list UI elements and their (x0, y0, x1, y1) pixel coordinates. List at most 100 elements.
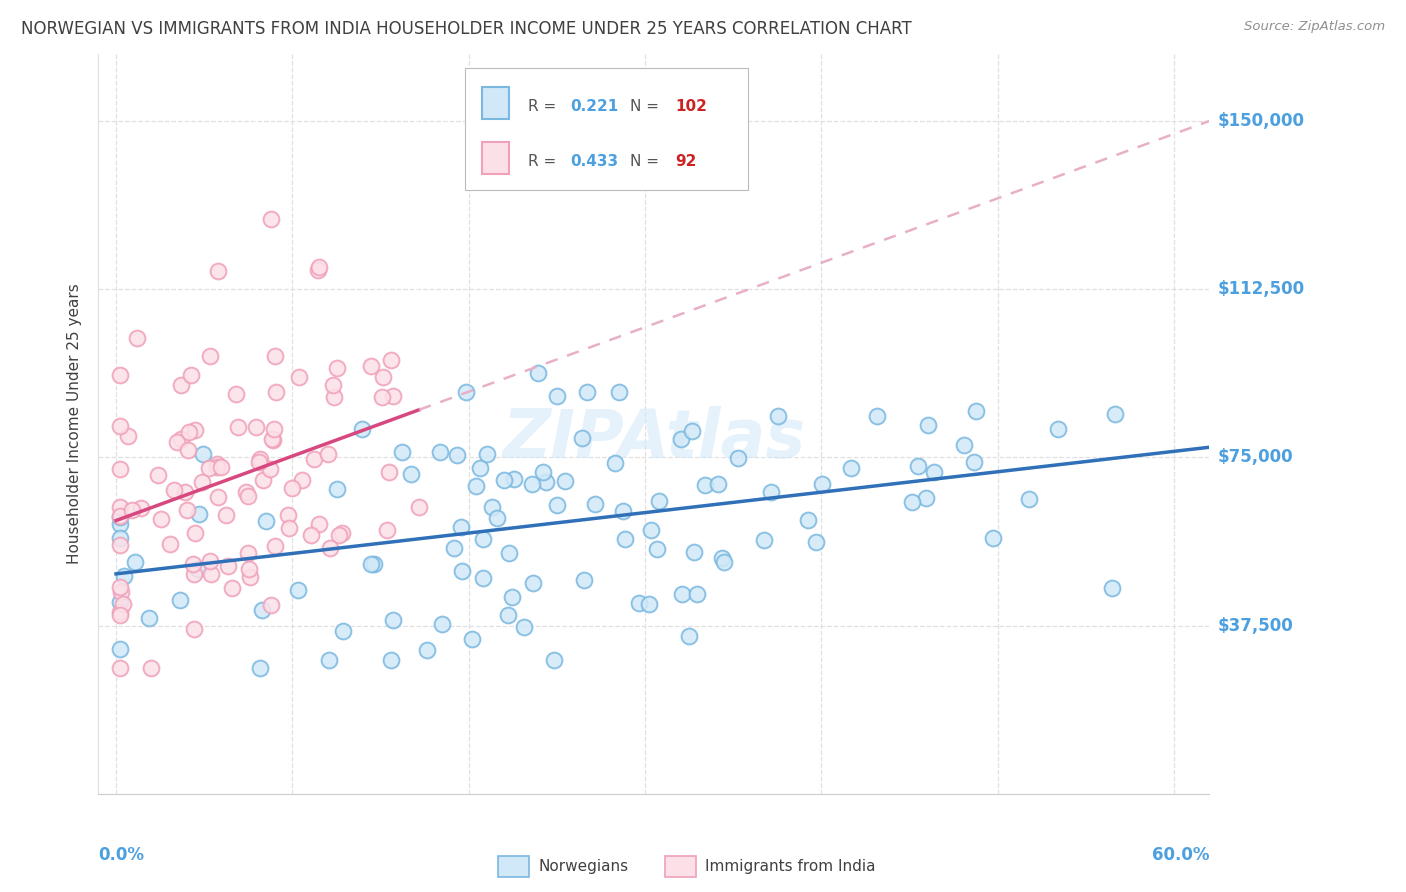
Point (183, 622, 205, 636)
Point (498, 607, 520, 622)
Text: Norwegians: Norwegians (538, 859, 628, 874)
Point (205, 460, 228, 475)
Point (108, 531, 131, 545)
Point (249, 451, 271, 466)
Point (953, 438, 976, 452)
Point (678, 629, 700, 643)
Point (613, 532, 636, 546)
Text: R =: R = (529, 99, 561, 114)
Point (108, 510, 131, 524)
Point (693, 478, 716, 492)
Point (981, 531, 1004, 545)
Point (669, 432, 692, 446)
Point (924, 466, 946, 480)
Point (531, 465, 554, 479)
Text: NORWEGIAN VS IMMIGRANTS FROM INDIA HOUSEHOLDER INCOME UNDER 25 YEARS CORRELATION: NORWEGIAN VS IMMIGRANTS FROM INDIA HOUSE… (21, 20, 912, 37)
Point (200, 349, 222, 363)
Point (263, 350, 285, 364)
Point (839, 461, 862, 475)
Point (464, 479, 486, 493)
Point (291, 473, 314, 487)
Point (112, 569, 135, 583)
Point (713, 555, 735, 569)
Point (430, 617, 453, 632)
Point (108, 462, 131, 476)
Point (207, 264, 229, 278)
Point (640, 523, 662, 537)
Point (416, 643, 439, 657)
Point (163, 483, 186, 498)
Point (572, 573, 595, 587)
Point (129, 500, 152, 515)
Point (627, 596, 650, 610)
Point (470, 460, 492, 475)
Point (108, 595, 131, 609)
Point (915, 491, 938, 506)
Point (181, 557, 204, 571)
Point (108, 580, 131, 594)
Point (108, 419, 131, 434)
Point (191, 447, 214, 461)
Point (108, 605, 131, 619)
Text: 60.0%: 60.0% (1152, 846, 1209, 863)
Point (108, 608, 131, 623)
Point (200, 567, 222, 582)
Point (682, 545, 704, 559)
Point (183, 566, 205, 581)
Point (159, 537, 181, 551)
Point (183, 525, 205, 540)
Point (391, 445, 413, 459)
Point (125, 331, 148, 345)
Point (1104, 407, 1126, 421)
Point (671, 587, 693, 601)
Point (471, 571, 494, 585)
Bar (482, 142, 509, 175)
Point (647, 542, 669, 557)
Point (108, 538, 131, 552)
Point (138, 611, 160, 625)
Point (583, 497, 606, 511)
Point (443, 541, 465, 555)
Point (250, 603, 273, 617)
Point (323, 390, 346, 404)
Point (513, 620, 536, 634)
Point (711, 550, 734, 565)
Point (363, 558, 385, 572)
Text: Immigrants from India: Immigrants from India (704, 859, 876, 874)
Point (110, 585, 132, 599)
Point (191, 475, 214, 489)
Point (381, 389, 404, 403)
Point (278, 521, 301, 535)
Point (527, 366, 550, 380)
Point (179, 425, 201, 439)
Point (141, 661, 163, 675)
Point (322, 378, 344, 392)
Point (205, 457, 228, 471)
Point (225, 387, 247, 401)
Point (681, 425, 703, 439)
Point (686, 587, 709, 601)
Point (221, 581, 243, 595)
Point (543, 653, 565, 667)
Text: 0.433: 0.433 (571, 154, 619, 169)
Point (1101, 581, 1123, 595)
Point (766, 409, 789, 424)
Point (108, 368, 131, 382)
Point (475, 447, 498, 461)
Point (326, 360, 349, 375)
Point (247, 455, 270, 469)
Point (198, 461, 221, 475)
Text: N =: N = (630, 99, 665, 114)
Point (238, 561, 260, 575)
Point (207, 490, 229, 504)
Point (866, 409, 889, 423)
Point (187, 507, 209, 521)
Bar (482, 87, 509, 120)
Point (117, 429, 139, 443)
Text: $112,500: $112,500 (1218, 280, 1305, 298)
Point (1018, 491, 1040, 506)
FancyBboxPatch shape (465, 69, 748, 191)
Text: 92: 92 (675, 154, 696, 169)
Point (461, 632, 484, 647)
Text: ZIPAtlas: ZIPAtlas (502, 406, 806, 472)
